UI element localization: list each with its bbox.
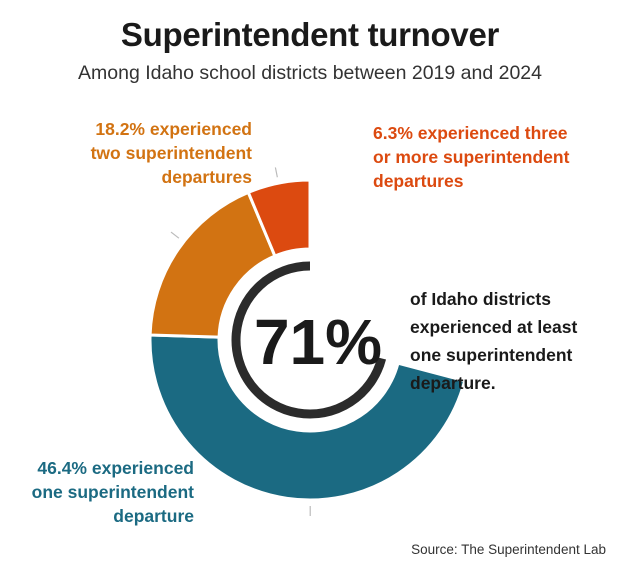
chart-title: Superintendent turnover <box>120 16 500 53</box>
slice-one-departure <box>148 333 467 502</box>
label-two-departures: 18.2% experienced two superintendent dep… <box>90 119 252 187</box>
total-percent-label: 71% <box>254 306 382 378</box>
source-note: Source: The Superintendent Lab <box>411 542 606 557</box>
center-arc <box>231 261 387 419</box>
leader-three <box>274 167 278 178</box>
center-annotation: of Idaho districts experienced at least … <box>410 289 578 393</box>
slice-three-or-more-departures <box>246 178 312 258</box>
leader-two <box>170 231 180 239</box>
label-three-or-more-departures: 6.3% experienced three or more superinte… <box>373 123 570 191</box>
label-one-departure: 46.4% experienced one superintendent dep… <box>31 458 194 526</box>
chart-subtitle: Among Idaho school districts between 201… <box>78 62 542 84</box>
